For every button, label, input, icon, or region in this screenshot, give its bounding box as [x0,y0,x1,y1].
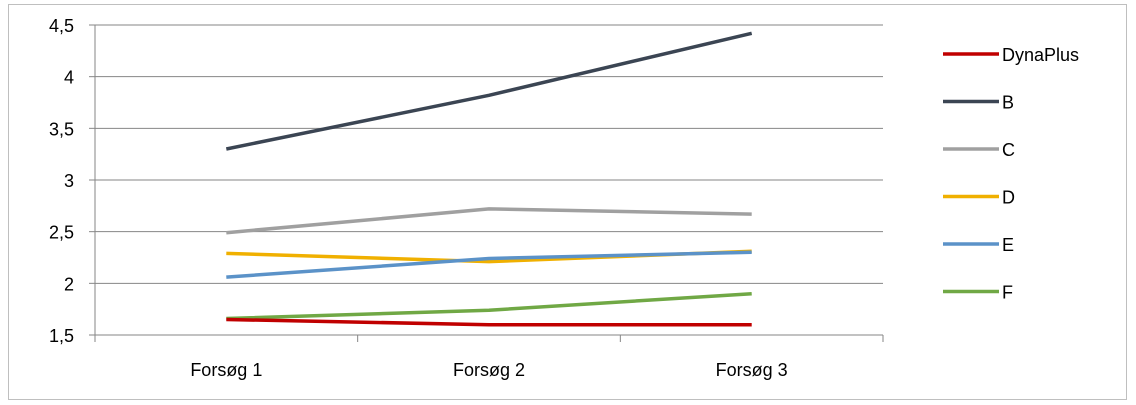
axes: 1,5 2 2,5 3 3,5 4 4,5 Forsøg 1 Forsøg 2 Forsøg 3 [49,16,884,380]
gridlines [95,24,883,284]
series-lines [225,31,753,327]
y-tick-label: 3 [64,171,74,191]
x-tick-label: Forsøg 1 [190,360,262,380]
y-tick-label: 2,5 [49,223,74,243]
x-tick-label: Forsøg 3 [716,360,788,380]
series-line-dynaplus [226,317,752,327]
y-tick-label: 1,5 [49,326,74,346]
chart-frame [8,4,1127,400]
legend-label: DynaPlus [1002,45,1079,65]
series-line-b [225,31,753,151]
x-tick-label: Forsøg 2 [453,360,525,380]
legend: DynaPlus B C D E F [943,45,1079,303]
series-line-e [226,250,752,279]
legend-label: E [1002,235,1014,255]
y-tick-label: 4,5 [49,16,74,36]
y-tick-label: 4 [64,68,74,88]
legend-label: D [1002,188,1015,208]
series-line-c [226,207,752,235]
legend-label: B [1002,93,1014,113]
y-tick-label: 2 [64,274,74,294]
series-line-f [226,291,752,321]
legend-label: F [1002,283,1013,303]
legend-label: C [1002,140,1015,160]
y-tick-label: 3,5 [49,119,74,139]
